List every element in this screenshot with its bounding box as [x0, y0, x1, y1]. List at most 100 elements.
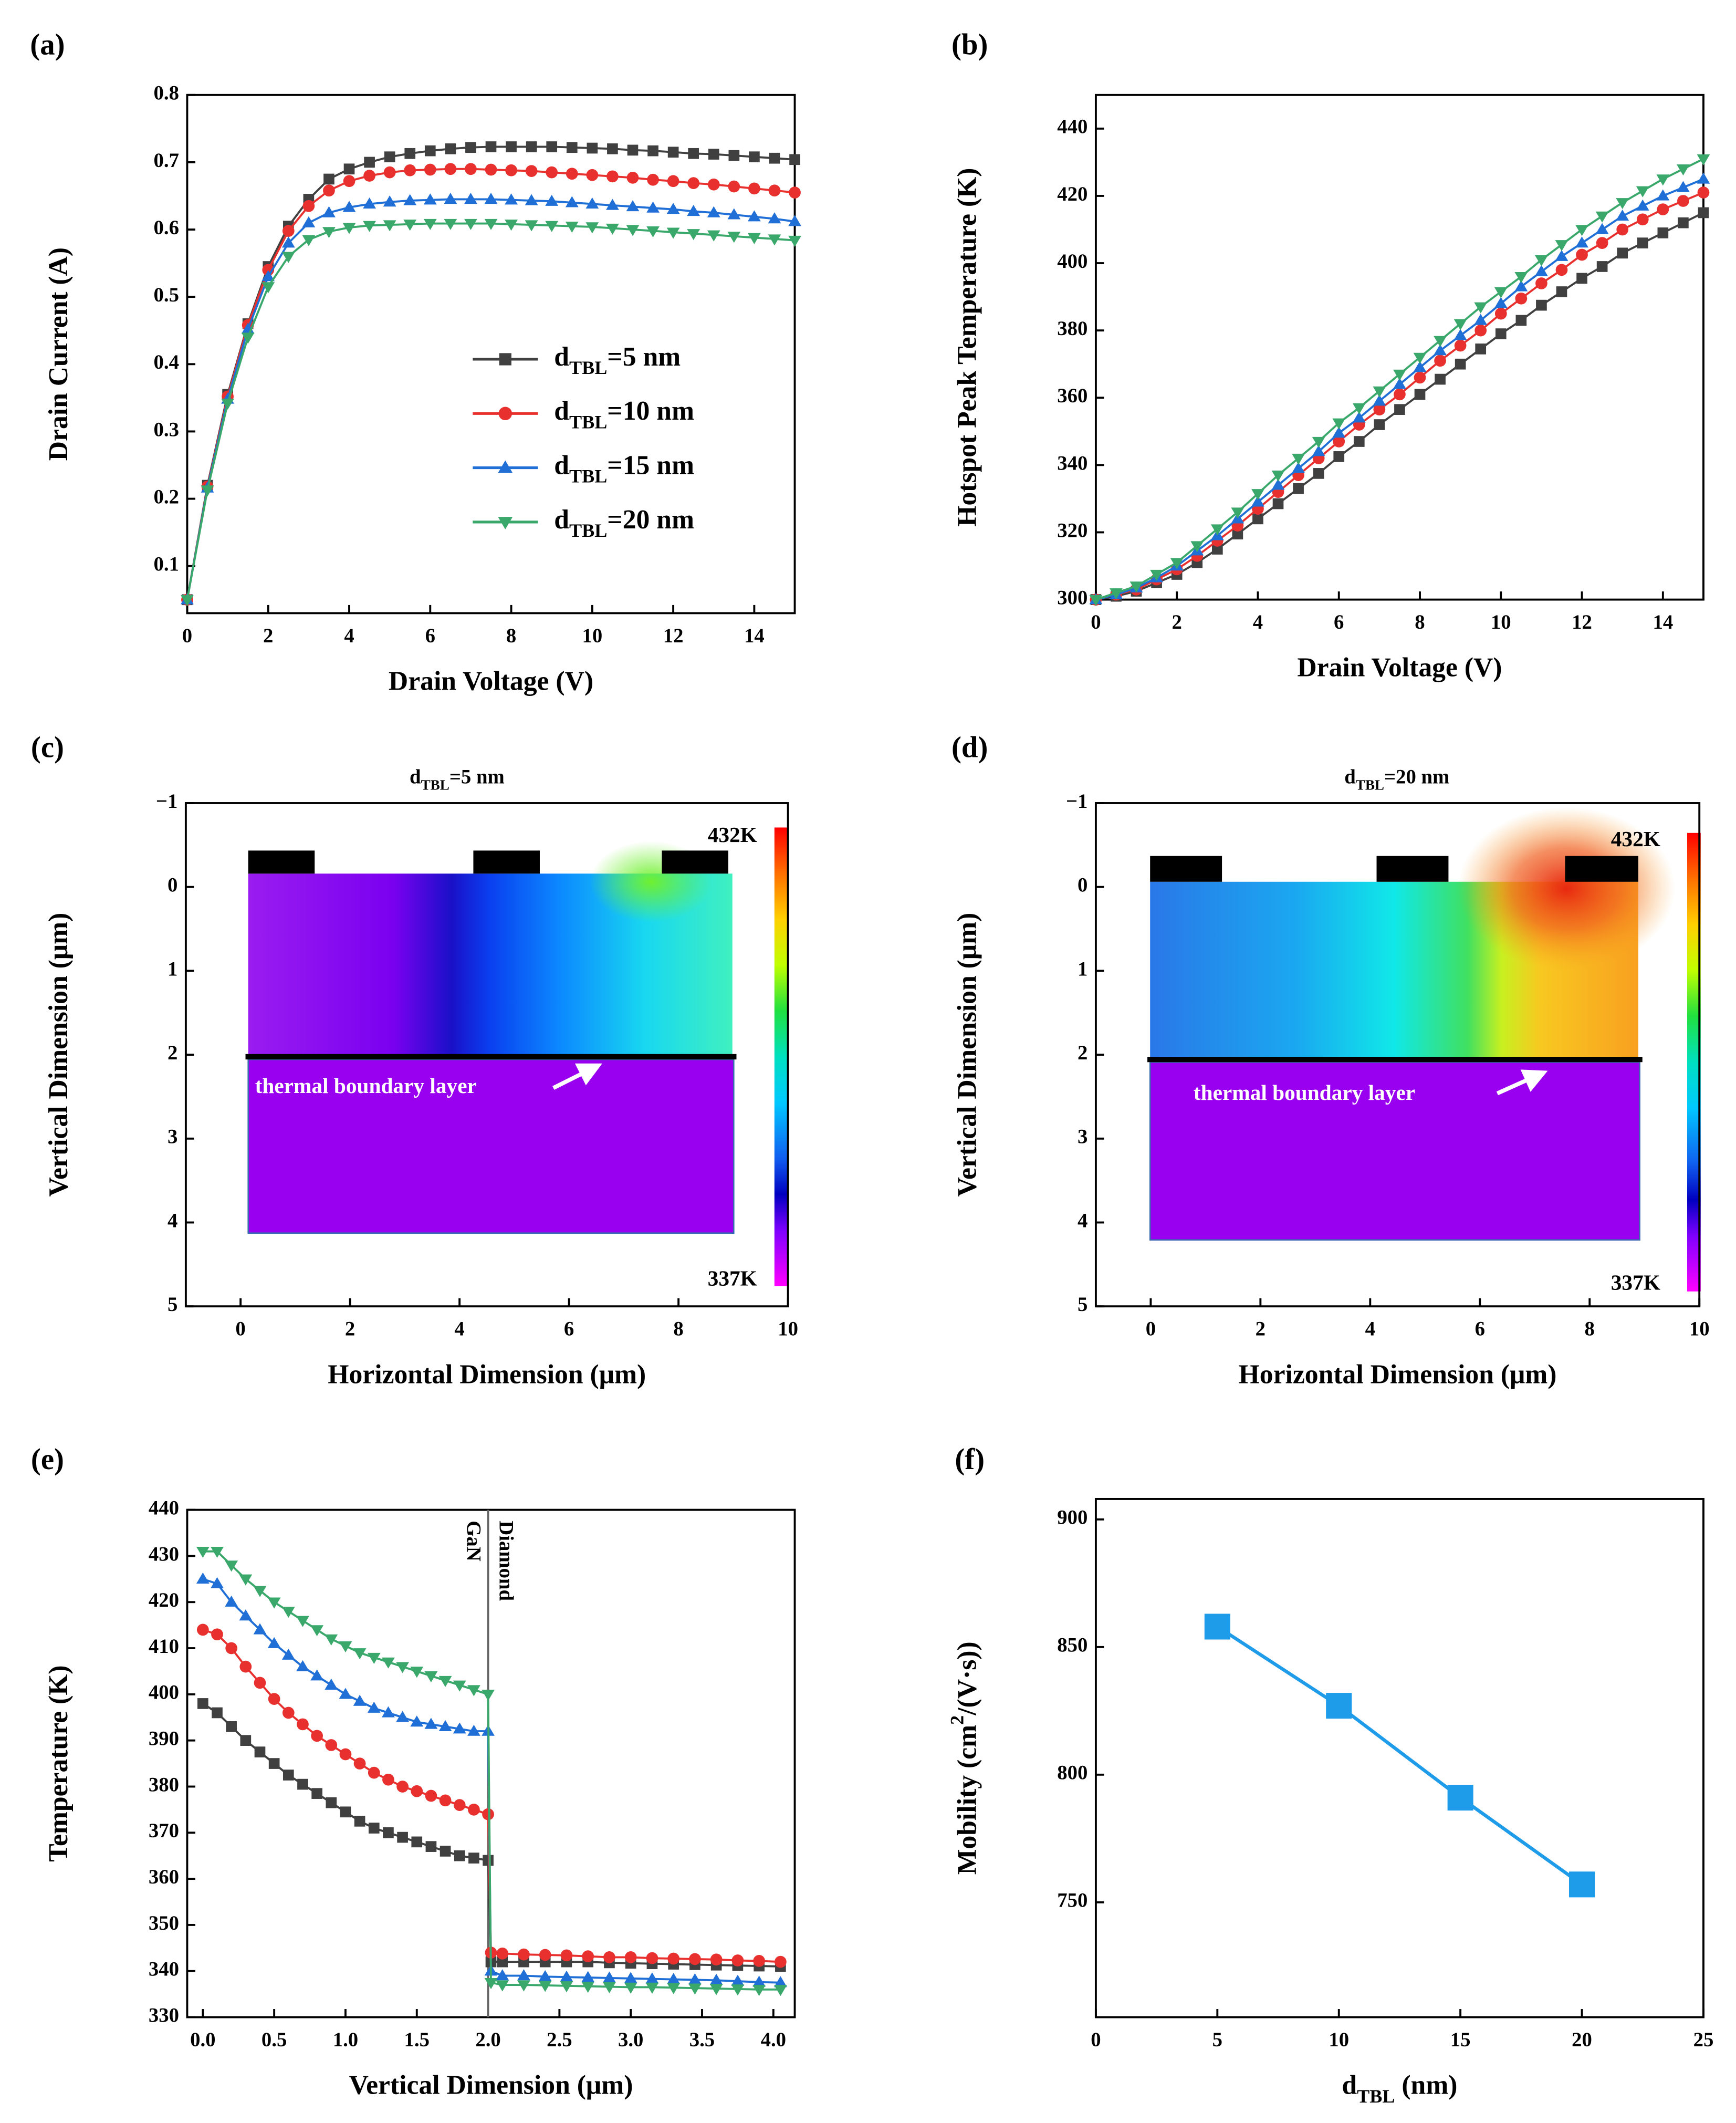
marker [560, 1949, 573, 1962]
marker [211, 1546, 224, 1558]
marker [687, 205, 700, 216]
marker [485, 163, 497, 176]
x-tick-label: 4 [1253, 611, 1263, 633]
marker [753, 1955, 765, 1967]
marker [396, 1662, 409, 1673]
marker [525, 165, 538, 177]
series-line [202, 1629, 781, 1963]
marker [296, 1660, 309, 1671]
contour-field: 432K 337K thermal boundary layer dTBL=20… [1147, 765, 1701, 1294]
panel-label: (a) [30, 28, 65, 61]
marker [254, 1746, 266, 1757]
marker [517, 1969, 530, 1981]
electrode [1150, 856, 1222, 882]
marker [404, 148, 416, 159]
marker [254, 1677, 266, 1689]
marker [1313, 468, 1324, 479]
marker [1556, 286, 1567, 297]
marker [268, 1693, 280, 1705]
marker [1494, 297, 1508, 308]
y-tick-label: 0.6 [154, 216, 179, 239]
marker [1332, 418, 1346, 430]
legend-label: dTBL=5 nm [554, 342, 681, 378]
marker [1231, 507, 1245, 519]
y-tick-label: 370 [149, 1819, 179, 1842]
marker [773, 1976, 787, 1987]
x-tick-label: 10 [778, 1318, 798, 1340]
marker [1435, 373, 1446, 385]
y-tick-label: 400 [149, 1681, 179, 1704]
marker [560, 1970, 573, 1982]
marker [688, 1983, 702, 1995]
marker [445, 143, 456, 154]
marker [1190, 541, 1204, 553]
y-axis-label: Vertical Dimension (μm) [953, 913, 982, 1197]
y-tick-label: 3 [1078, 1126, 1087, 1148]
marker [647, 173, 659, 186]
x-tick-label: 20 [1572, 2028, 1592, 2051]
x-axis-label: Horizontal Dimension (μm) [328, 1359, 646, 1389]
marker [769, 152, 780, 164]
marker [731, 1954, 744, 1966]
marker [453, 1722, 466, 1734]
marker [707, 178, 720, 191]
marker [496, 1947, 509, 1960]
marker [687, 177, 700, 190]
marker [525, 220, 538, 232]
marker [727, 208, 741, 220]
y-axis-label: Hotspot Peak Temperature (K) [953, 168, 982, 527]
marker [607, 143, 618, 154]
marker [626, 225, 640, 236]
y-tick-label: 390 [149, 1727, 179, 1750]
annotation-arrow [1496, 1069, 1548, 1096]
marker [444, 192, 457, 204]
marker [368, 1766, 380, 1779]
marker [1697, 154, 1710, 165]
marker [1272, 498, 1284, 509]
x-tick-label: 0 [1146, 1318, 1156, 1340]
marker [1569, 1871, 1595, 1898]
marker [1595, 211, 1609, 223]
x-tick-label: 14 [1653, 611, 1673, 633]
marker [311, 1788, 322, 1799]
marker [196, 1624, 209, 1636]
x-axis-label: Drain Voltage (V) [1297, 653, 1502, 683]
marker [768, 212, 781, 224]
marker [499, 353, 511, 366]
marker [425, 1841, 437, 1852]
x-tick-label: 8 [506, 625, 516, 647]
y-tick-label: 0 [1078, 874, 1087, 897]
marker [1576, 273, 1587, 284]
annotation: Diamond [495, 1521, 518, 1601]
marker [322, 206, 336, 217]
marker [1326, 1693, 1352, 1719]
marker [546, 166, 558, 179]
diamond-region [1149, 1062, 1640, 1241]
diamond-region [247, 1058, 735, 1234]
x-tick-label: 3.0 [618, 2028, 643, 2051]
x-tick-label: 0.0 [190, 2028, 215, 2051]
marker [768, 234, 781, 246]
marker [747, 210, 761, 222]
marker [262, 270, 275, 282]
marker [624, 1972, 637, 1983]
y-tick-label: 750 [1057, 1889, 1087, 1912]
marker [1293, 483, 1304, 494]
marker [221, 398, 234, 410]
marker [484, 218, 498, 230]
marker [201, 485, 214, 497]
x-tick-label: 0 [235, 1318, 245, 1340]
x-axis-label: Vertical Dimension (μm) [349, 2070, 633, 2100]
marker [197, 1698, 208, 1709]
x-tick-label: 4 [344, 625, 354, 647]
marker [538, 1981, 552, 1992]
marker [468, 1853, 479, 1864]
marker [1252, 513, 1263, 525]
marker [267, 1637, 281, 1648]
marker [297, 1778, 308, 1790]
marker [587, 142, 598, 154]
marker [425, 1789, 437, 1802]
marker [1474, 302, 1488, 314]
x-tick-label: 5 [1212, 2028, 1222, 2051]
